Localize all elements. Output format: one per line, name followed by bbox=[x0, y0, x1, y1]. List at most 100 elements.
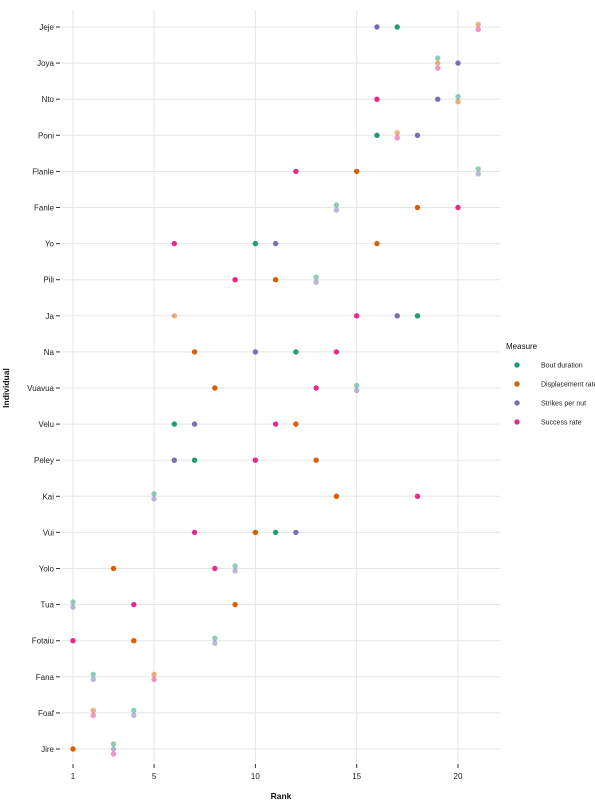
y-tick-label: Jire bbox=[41, 745, 54, 754]
y-tick-label: Kai bbox=[42, 492, 54, 501]
data-point bbox=[232, 563, 238, 569]
y-tick-label: Peley bbox=[34, 456, 54, 465]
data-point bbox=[110, 751, 117, 757]
data-point bbox=[475, 171, 481, 177]
data-point bbox=[455, 94, 461, 100]
data-point bbox=[313, 279, 319, 285]
y-tick-label: Vui bbox=[43, 528, 54, 537]
data-point bbox=[232, 277, 238, 283]
legend-swatch bbox=[514, 381, 520, 387]
data-point bbox=[151, 491, 157, 497]
legend-swatch bbox=[514, 362, 520, 368]
data-point bbox=[131, 601, 137, 608]
data-points bbox=[70, 21, 481, 757]
data-point bbox=[171, 421, 178, 427]
data-point bbox=[212, 385, 218, 391]
data-point bbox=[90, 712, 96, 719]
data-point bbox=[374, 96, 380, 102]
data-point bbox=[394, 24, 400, 30]
data-point bbox=[151, 496, 157, 502]
y-tick-label: Foaf bbox=[38, 709, 55, 718]
data-point bbox=[414, 204, 421, 211]
data-point bbox=[131, 712, 137, 719]
data-point bbox=[191, 457, 198, 463]
data-point bbox=[171, 313, 178, 319]
y-tick-label: Nto bbox=[42, 95, 55, 104]
data-point bbox=[151, 676, 157, 682]
data-point bbox=[333, 207, 340, 213]
y-tick-label: Ja bbox=[46, 312, 55, 321]
data-point bbox=[191, 529, 198, 536]
data-point bbox=[394, 130, 400, 136]
y-tick-label: Fanle bbox=[34, 204, 55, 213]
y-tick-label: Velu bbox=[38, 420, 54, 429]
data-point bbox=[394, 313, 400, 319]
data-point bbox=[131, 707, 137, 714]
data-point bbox=[374, 240, 380, 247]
data-point bbox=[414, 132, 421, 138]
data-point bbox=[455, 60, 461, 66]
data-point bbox=[110, 746, 117, 752]
data-point bbox=[313, 385, 319, 391]
data-point bbox=[455, 99, 461, 105]
data-point bbox=[475, 166, 481, 172]
grid-layer bbox=[56, 10, 500, 768]
data-point bbox=[435, 55, 441, 61]
data-point bbox=[70, 604, 76, 610]
y-tick-label: Pili bbox=[43, 276, 54, 285]
data-point bbox=[272, 421, 279, 427]
data-point bbox=[171, 457, 178, 463]
data-point bbox=[252, 529, 259, 536]
x-tick-label: 5 bbox=[152, 772, 157, 781]
data-point bbox=[475, 21, 481, 28]
y-tick-label: Flanle bbox=[32, 167, 54, 176]
data-point bbox=[191, 349, 198, 355]
data-point bbox=[70, 599, 76, 605]
data-point bbox=[353, 387, 360, 394]
data-point bbox=[252, 240, 259, 247]
data-point bbox=[353, 313, 360, 319]
data-point bbox=[414, 313, 421, 319]
y-tick-label: Jeje bbox=[39, 23, 54, 32]
y-tick-label: Joya bbox=[37, 59, 54, 68]
data-point bbox=[110, 741, 117, 747]
data-point bbox=[414, 493, 421, 499]
data-point bbox=[252, 457, 259, 463]
x-tick-label: 20 bbox=[454, 772, 463, 781]
y-tick-label: Poni bbox=[38, 131, 54, 140]
data-point bbox=[212, 565, 218, 572]
y-tick-label: Fotaiu bbox=[32, 637, 54, 646]
data-point bbox=[110, 565, 117, 572]
data-point bbox=[191, 421, 198, 427]
data-point bbox=[374, 132, 380, 138]
data-point bbox=[293, 421, 299, 427]
data-point bbox=[70, 638, 76, 644]
data-point bbox=[293, 349, 299, 355]
data-point bbox=[435, 96, 441, 102]
data-point bbox=[90, 707, 96, 714]
data-point bbox=[353, 168, 360, 175]
legend: Measure Bout duration Displacement rate St… bbox=[506, 342, 595, 427]
legend-label: Displacement rate bbox=[541, 382, 595, 389]
data-point bbox=[394, 135, 400, 141]
data-point bbox=[293, 529, 299, 536]
x-tick-label: 15 bbox=[352, 772, 361, 781]
data-point bbox=[313, 457, 319, 463]
data-point bbox=[353, 382, 360, 389]
y-tick-label: Vuavua bbox=[27, 384, 54, 393]
data-point bbox=[212, 635, 218, 641]
data-point bbox=[171, 240, 178, 247]
x-axis-title: Rank bbox=[271, 791, 292, 800]
data-point bbox=[455, 204, 461, 211]
data-point bbox=[232, 568, 238, 574]
data-point bbox=[90, 671, 96, 677]
y-axis-labels: Jeje Joya Nto Poni Flanle Fanle Yo Pili Ja Na Vuav… bbox=[27, 23, 55, 754]
data-point bbox=[293, 168, 299, 175]
data-point bbox=[333, 202, 340, 208]
y-tick-label: Yolo bbox=[39, 565, 55, 574]
y-tick-label: Yo bbox=[45, 240, 55, 249]
data-point bbox=[272, 277, 279, 283]
data-point bbox=[212, 640, 218, 646]
data-point bbox=[252, 349, 259, 355]
